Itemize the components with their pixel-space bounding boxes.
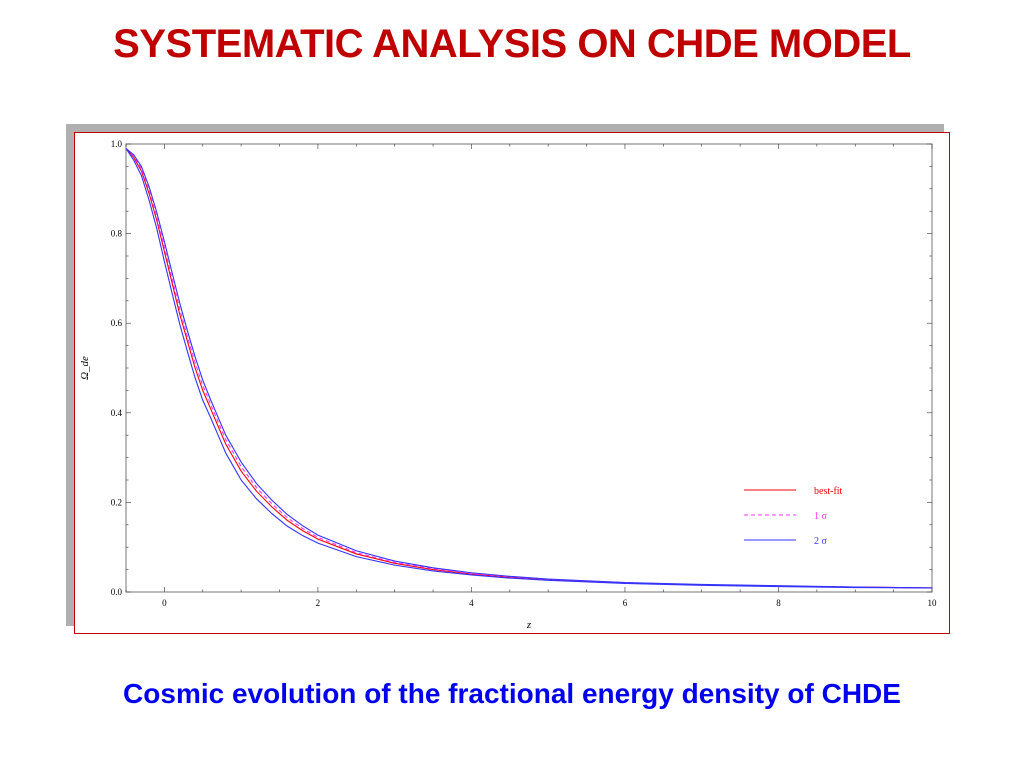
y-tick-label: 0.0 [111,587,123,597]
x-axis-label: z [526,619,532,631]
legend-label: 2 σ [814,536,828,547]
legend: best-fit 1 σ 2 σ [744,486,843,547]
y-tick-label: 0.8 [111,229,123,239]
slide-title: SYSTEMATIC ANALYSIS ON CHDE MODEL [113,22,911,66]
plot-frame [125,143,933,593]
y-tick-label: 1.0 [111,139,123,149]
x-tick-label: 4 [469,598,474,608]
series-line-3 [125,148,933,589]
x-tick-label: 8 [776,598,781,608]
chart: 0 2 4 6 8 10 0.0 0.2 0.4 0.6 0.8 1.0 best-fit 1 σ 2 σ… [79,139,937,631]
x-tick-label: 6 [623,598,628,608]
figure-caption: Cosmic evolution of the fractional energ… [123,678,901,709]
y-tick-label: 0.4 [111,408,123,418]
legend-label: best-fit [814,486,843,497]
y-tick-label: 0.2 [111,497,122,507]
y-tick-label: 0.6 [111,318,123,328]
legend-label: 1 σ [814,511,828,522]
axis-ticks: 0 2 4 6 8 10 0.0 0.2 0.4 0.6 0.8 1.0 [111,139,937,608]
y-axis-label: Ω_de [79,356,91,380]
plot-area [125,143,933,593]
series-group [125,148,933,589]
series-line-2 [125,148,933,589]
x-tick-label: 10 [928,598,938,608]
series-line-1 [125,148,933,589]
x-tick-label: 0 [162,598,167,608]
figure-panel [74,132,950,634]
series-line-0 [125,148,933,589]
x-tick-label: 2 [316,598,321,608]
